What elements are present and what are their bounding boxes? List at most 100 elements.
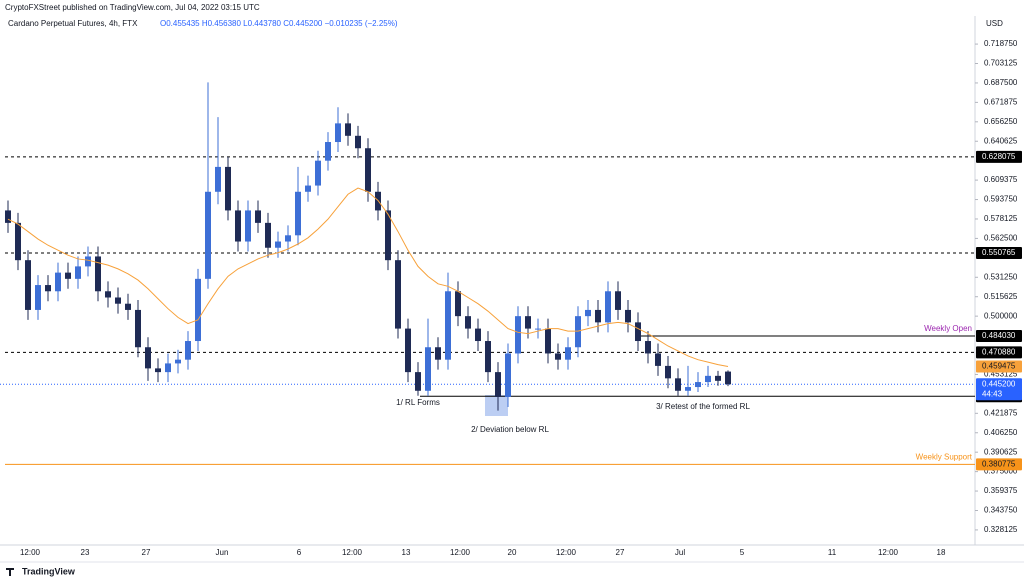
candle-body [15, 222, 21, 261]
x-tick-label: Jun [216, 548, 229, 557]
candle-body [625, 309, 631, 323]
candle-body [635, 322, 641, 342]
candle-body [25, 260, 31, 310]
moving-average [7, 187, 729, 368]
candle-body [35, 285, 41, 310]
highlight-box [485, 395, 508, 416]
y-tick-label: 0.718750 [984, 39, 1018, 48]
level-tag [976, 150, 1022, 163]
candle-body [105, 291, 111, 298]
y-tick-label: 0.593750 [984, 195, 1018, 204]
candle-body [75, 266, 81, 279]
candle-body [145, 347, 151, 369]
candle-body [535, 328, 541, 330]
candle-body [495, 372, 501, 397]
candle-body [155, 368, 161, 373]
countdown: 44:43 [982, 389, 1003, 398]
x-tick-label: 11 [828, 548, 837, 557]
level-tag-label: 0.628075 [982, 152, 1016, 161]
candle-body [165, 363, 171, 373]
candle-body [385, 210, 391, 261]
footer-brand: TradingView [22, 566, 76, 576]
y-tick-label: 0.562500 [984, 234, 1018, 243]
candle-body [415, 372, 421, 391]
last-price-label: 0.445200 [982, 379, 1016, 388]
y-tick-label: 0.343750 [984, 506, 1018, 515]
candle-body [505, 353, 511, 397]
x-tick-label: 12:00 [450, 548, 471, 557]
candle-body [565, 347, 571, 360]
chart-title: Cardano Perpetual Futures, 4h, FTX [8, 19, 138, 28]
y-tick-label: 0.609375 [984, 175, 1018, 184]
candle-body [265, 222, 271, 248]
level-tag-label: 0.380775 [982, 460, 1016, 469]
candle-body [515, 316, 521, 354]
x-tick-label: 13 [402, 548, 411, 557]
candle-body [595, 309, 601, 323]
level-tag [976, 247, 1022, 260]
candle-body [45, 285, 51, 292]
level-tag-label: 0.470880 [982, 347, 1016, 356]
y-tick-label: 0.500000 [984, 311, 1018, 320]
level-tag [976, 458, 1022, 471]
candle-body [575, 316, 581, 348]
candle-body [665, 365, 671, 379]
candle-body [525, 316, 531, 329]
candle-body [235, 210, 241, 242]
candle-body [725, 371, 731, 385]
ohlc-legend: O0.455435 H0.456380 L0.443780 C0.445200 … [160, 19, 398, 28]
y-tick-label: 0.421875 [984, 408, 1018, 417]
candle-body [465, 316, 471, 329]
candle-body [275, 241, 281, 248]
candle-body [445, 291, 451, 360]
last-price-tag [976, 378, 1022, 401]
y-tick-label: 0.640625 [984, 136, 1018, 145]
candle-body [355, 135, 361, 149]
level-tag [976, 346, 1022, 359]
y-tick-label: 0.390625 [984, 447, 1018, 456]
candle-body [685, 387, 691, 391]
candle-body [405, 328, 411, 373]
currency: USD [986, 19, 1003, 28]
candle-body [555, 353, 561, 360]
candle-body [5, 210, 11, 223]
candle-body [115, 297, 121, 304]
y-tick-label: 0.703125 [984, 59, 1018, 68]
candle-body [395, 260, 401, 329]
candle-body [205, 191, 211, 279]
x-tick-label: 20 [508, 548, 517, 557]
candle-body [295, 191, 301, 236]
candle-body [85, 256, 91, 267]
y-tick-label: 0.359375 [984, 486, 1018, 495]
candle-body [435, 347, 441, 360]
candle-body [225, 166, 231, 211]
y-tick-label: 0.687500 [984, 78, 1018, 87]
y-tick-label: 0.515625 [984, 292, 1018, 301]
y-tick-label: 0.453125 [984, 370, 1018, 379]
x-tick-label: 12:00 [556, 548, 577, 557]
x-tick-label: 18 [937, 548, 946, 557]
candle-body [305, 185, 311, 192]
y-tick-label: 0.671875 [984, 97, 1018, 106]
candle-body [605, 291, 611, 323]
candle-body [475, 328, 481, 342]
candle-body [185, 341, 191, 360]
candle-body [125, 303, 131, 310]
candle-body [615, 291, 621, 310]
annotation: 2/ Deviation below RL [471, 425, 549, 434]
y-tick-label: 0.375000 [984, 467, 1018, 476]
ma-tag [976, 360, 1022, 373]
y-tick-label: 0.531250 [984, 272, 1018, 281]
x-tick-label: 23 [81, 548, 90, 557]
level-label: Weekly Support [916, 453, 973, 462]
ma-tag-label: 0.459475 [982, 362, 1016, 371]
candle-body [365, 148, 371, 192]
level-tag [976, 330, 1022, 343]
publisher: CryptoFXStreet published on TradingView.… [5, 3, 260, 12]
x-tick-label: 6 [297, 548, 302, 557]
candle-body [215, 166, 221, 192]
level-label: Weekly Open [924, 324, 972, 333]
candle-body [135, 309, 141, 348]
y-tick-label: 0.328125 [984, 525, 1018, 534]
